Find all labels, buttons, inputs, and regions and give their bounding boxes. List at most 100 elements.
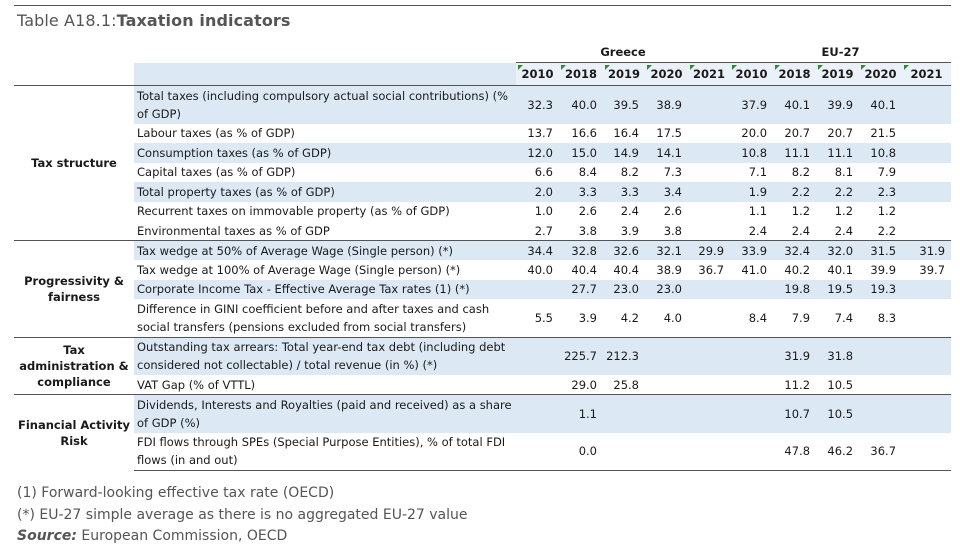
value-cell: 21.5	[859, 123, 903, 143]
value-cell: 36.7	[859, 432, 903, 471]
value-cell: 2.4	[773, 221, 817, 241]
section-label: Progressivity & fairness	[14, 240, 134, 337]
value-cell	[688, 182, 731, 202]
value-cell	[688, 201, 731, 221]
value-cell: 10.8	[859, 143, 903, 163]
value-cell: 23.0	[603, 279, 645, 299]
value-cell	[902, 432, 952, 471]
value-cell: 38.9	[645, 85, 688, 124]
table-number: Table A18.1:	[17, 11, 117, 30]
value-cell	[645, 432, 688, 471]
value-cell: 4.2	[603, 299, 645, 337]
value-cell: 27.7	[559, 279, 603, 299]
table-row: Environmental taxes as % of GDP 2.7 3.8 3.9…	[14, 221, 952, 241]
indicator-label: Tax wedge at 50% of Average Wage (Single…	[134, 240, 516, 260]
value-cell: 23.0	[645, 279, 688, 299]
footnote-1: (1) Forward-looking effective tax rate (…	[17, 485, 335, 501]
group-header-greece: Greece	[516, 42, 731, 63]
value-cell: 29.9	[688, 240, 731, 260]
table-row: Tax administration & compliance Outstandi…	[14, 336, 952, 395]
value-cell: 10.8	[730, 143, 774, 163]
value-cell	[859, 394, 903, 433]
indicator-label: Total taxes (including compulsory actual…	[134, 85, 516, 124]
value-cell: 16.4	[603, 123, 645, 143]
table-row: Recurrent taxes on immovable property (a…	[14, 201, 952, 221]
value-cell	[730, 375, 774, 395]
value-cell: 40.4	[603, 260, 645, 280]
value-cell	[688, 221, 731, 241]
title-top-rule	[14, 5, 951, 6]
taxation-table: Greece EU-27 2010 2018 2019 2020 2021 2010 2018 2…	[14, 42, 952, 471]
value-cell: 46.2	[816, 432, 860, 471]
value-cell: 14.9	[603, 143, 645, 163]
value-cell	[902, 123, 952, 143]
value-cell: 39.5	[603, 85, 645, 124]
value-cell: 40.0	[559, 85, 603, 124]
value-cell: 3.8	[559, 221, 603, 241]
value-cell: 8.4	[730, 299, 774, 337]
indicator-label: FDI flows through SPEs (Special Purpose …	[134, 432, 516, 471]
value-cell: 12.0	[516, 143, 559, 163]
value-cell: 8.2	[773, 162, 817, 182]
value-cell	[902, 299, 952, 337]
value-cell: 3.8	[645, 221, 688, 241]
section-label: Tax structure	[14, 85, 134, 241]
value-cell: 1.1	[559, 394, 603, 433]
value-cell: 8.4	[559, 162, 603, 182]
section-label: Financial Activity Risk	[14, 394, 134, 471]
value-cell: 25.8	[603, 375, 645, 395]
indicator-label: Capital taxes (as % of GDP)	[134, 162, 516, 182]
value-cell	[902, 201, 952, 221]
value-cell: 225.7	[559, 336, 603, 375]
value-cell	[516, 336, 559, 375]
value-cell	[688, 336, 731, 375]
source-text: European Commission, OECD	[76, 528, 288, 544]
table-title: Table A18.1:Taxation indicators	[17, 11, 291, 30]
value-cell	[688, 394, 731, 433]
value-cell: 7.1	[730, 162, 774, 182]
value-cell	[688, 85, 731, 124]
value-cell: 2.7	[516, 221, 559, 241]
value-cell: 37.9	[730, 85, 774, 124]
value-cell: 39.9	[859, 260, 903, 280]
value-cell: 2.2	[773, 182, 817, 202]
value-cell: 2.4	[816, 221, 860, 241]
value-cell: 3.3	[559, 182, 603, 202]
value-cell: 41.0	[730, 260, 774, 280]
indicator-label: Dividends, Interests and Royalties (paid…	[134, 394, 516, 433]
value-cell	[645, 375, 688, 395]
value-cell	[902, 221, 952, 241]
value-cell: 40.4	[559, 260, 603, 280]
value-cell	[688, 279, 731, 299]
value-cell: 39.7	[902, 260, 952, 280]
indicator-label: Environmental taxes as % of GDP	[134, 221, 516, 241]
indicator-label: VAT Gap (% of VTTL)	[134, 375, 516, 395]
value-cell: 15.0	[559, 143, 603, 163]
value-cell: 6.6	[516, 162, 559, 182]
value-cell: 19.5	[816, 279, 860, 299]
table-row: Tax structure Total taxes (including comp…	[14, 85, 952, 241]
value-cell	[730, 432, 774, 471]
section-label: Tax administration & compliance	[14, 336, 134, 395]
value-cell	[902, 85, 952, 124]
value-cell: 14.1	[645, 143, 688, 163]
value-cell: 40.2	[773, 260, 817, 280]
value-cell: 5.5	[516, 299, 559, 337]
value-cell: 40.0	[516, 260, 559, 280]
value-cell: 40.1	[816, 260, 860, 280]
value-cell: 3.9	[559, 299, 603, 337]
indicator-label: Consumption taxes (as % of GDP)	[134, 143, 516, 163]
year-header: 2018	[559, 62, 603, 86]
value-cell	[645, 394, 688, 433]
year-header: 2021	[688, 62, 731, 86]
group-header-eu27: EU-27	[730, 42, 952, 63]
value-cell: 2.2	[816, 182, 860, 202]
value-cell: 40.1	[859, 85, 903, 124]
value-cell	[730, 394, 774, 433]
value-cell: 13.7	[516, 123, 559, 143]
value-cell: 11.2	[773, 375, 817, 395]
header-blank	[14, 62, 134, 86]
value-cell: 1.2	[859, 201, 903, 221]
value-cell: 2.6	[645, 201, 688, 221]
value-cell: 7.3	[645, 162, 688, 182]
